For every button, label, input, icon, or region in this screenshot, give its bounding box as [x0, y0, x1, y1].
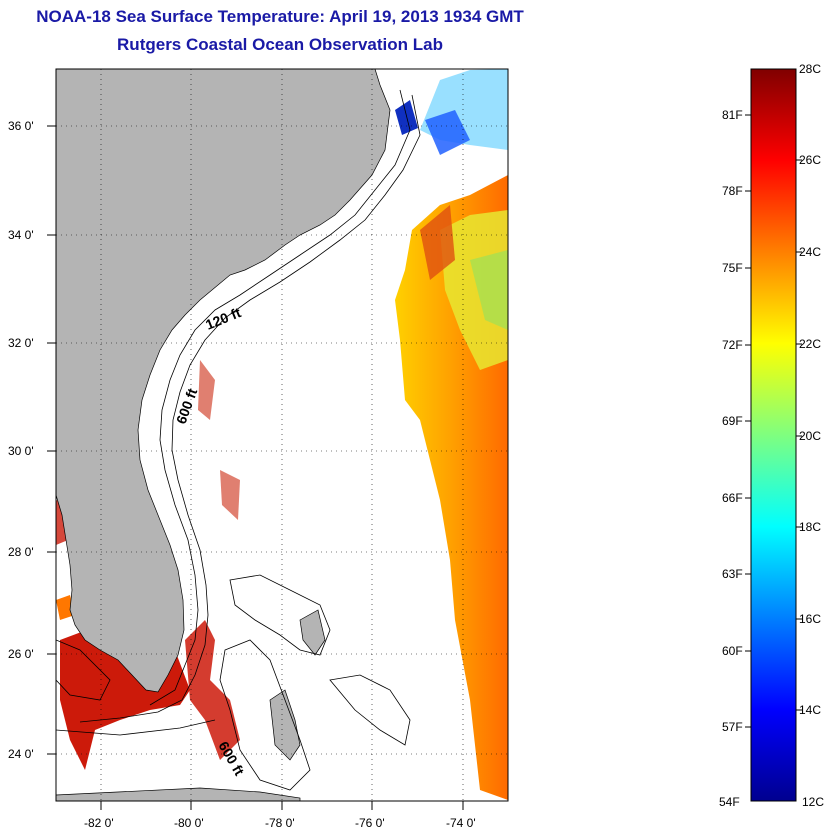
lon-tick-82: -82 0' [84, 816, 114, 830]
cbar-c-16: 16C [799, 612, 822, 626]
cbar-c-22: 22C [799, 337, 822, 351]
lon-tick-80: -80 0' [174, 816, 204, 830]
cbar-c-26: 26C [799, 153, 822, 167]
cbar-c-18: 18C [799, 520, 822, 534]
cbar-f-66: 66F [722, 491, 743, 505]
cbar-c-12: 12C [802, 795, 825, 809]
map-title: NOAA-18 Sea Surface Temperature: April 1… [36, 7, 524, 26]
cbar-f-69: 69F [722, 414, 743, 428]
colorbar-ticks [745, 114, 802, 728]
map-subtitle: Rutgers Coastal Ocean Observation Lab [117, 35, 443, 54]
land-abaco [299, 609, 326, 656]
cbar-f-81: 81F [722, 108, 743, 122]
cbar-f-57: 57F [722, 720, 743, 734]
lat-tick-32: 32 0' [8, 336, 34, 350]
lat-tick-30: 30 0' [8, 444, 34, 458]
lon-tick-78: -78 0' [265, 816, 295, 830]
sst-data-layer [56, 69, 508, 800]
land-andros [269, 689, 301, 761]
axis-ticks [47, 125, 464, 810]
cbar-c-20: 20C [799, 429, 822, 443]
depth-contours [56, 89, 421, 791]
lon-tick-76: -76 0' [355, 816, 385, 830]
lon-tick-74: -74 0' [446, 816, 476, 830]
lat-tick-36: 36 0' [8, 119, 34, 133]
cbar-f-72: 72F [722, 338, 743, 352]
cbar-c-24: 24C [799, 245, 822, 259]
cbar-f-75: 75F [722, 261, 743, 275]
land-cuba [56, 787, 301, 801]
land-southeast-us [56, 69, 391, 693]
lat-tick-34: 34 0' [8, 228, 34, 242]
lat-tick-26: 26 0' [8, 647, 34, 661]
lat-tick-28: 28 0' [8, 545, 34, 559]
cbar-c-28: 28C [799, 62, 822, 76]
cbar-c-14: 14C [799, 703, 822, 717]
lat-lon-grid [56, 69, 508, 801]
cbar-f-60: 60F [722, 644, 743, 658]
colorbar [750, 68, 797, 802]
cbar-f-63: 63F [722, 567, 743, 581]
lat-tick-24: 24 0' [8, 747, 34, 761]
cbar-f-78: 78F [722, 184, 743, 198]
cbar-f-54: 54F [719, 795, 740, 809]
